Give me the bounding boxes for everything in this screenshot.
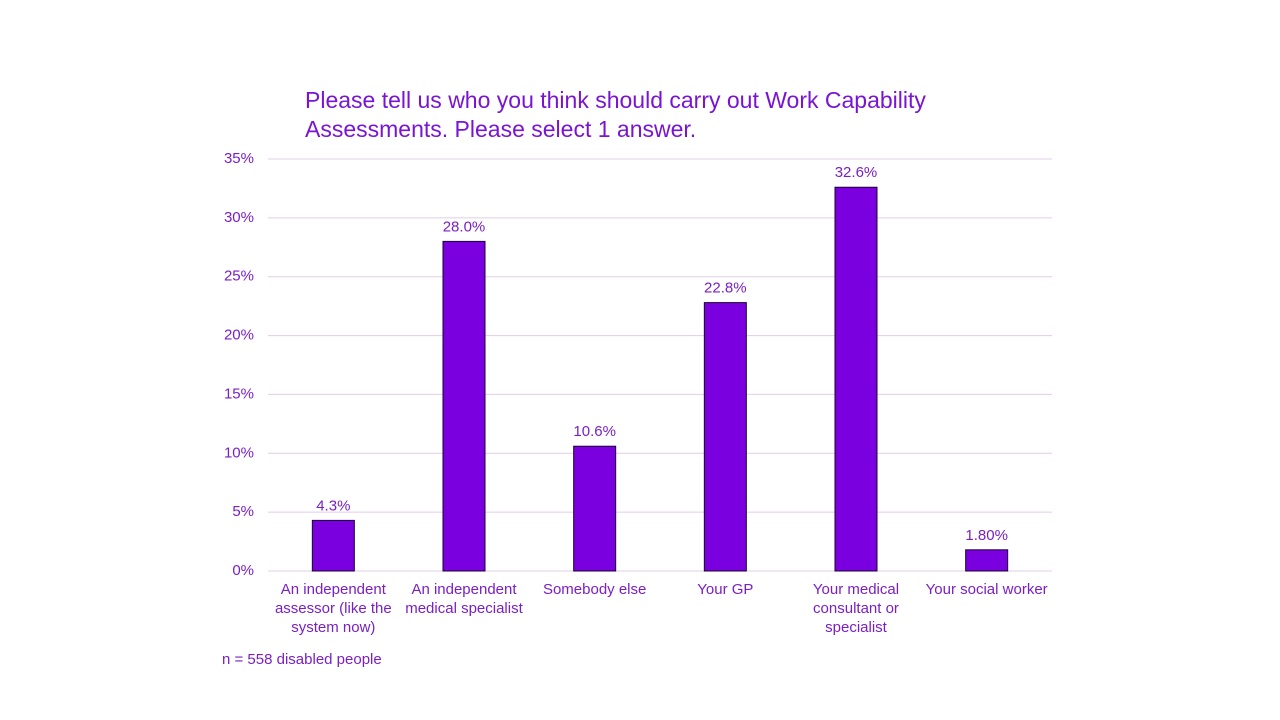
bar [965, 549, 1009, 572]
bar [311, 519, 355, 572]
x-tick-label: An independent medical specialist [405, 581, 523, 617]
annotation: n = 558 disabled people [222, 651, 382, 668]
bar [703, 302, 747, 572]
data-label: 28.0% [443, 218, 486, 235]
x-tick-label: Somebody else [542, 581, 647, 598]
y-tick-label: 10% [224, 444, 254, 461]
y-tick-label: 30% [224, 209, 254, 226]
x-tick-label: Your social worker [925, 581, 1048, 598]
bar [573, 445, 617, 572]
data-label: 1.80% [965, 527, 1008, 544]
data-label: 22.8% [704, 280, 747, 297]
y-tick-label: 35% [224, 150, 254, 167]
y-tick-label: 5% [232, 503, 254, 520]
y-tick-label: 0% [232, 562, 254, 579]
x-tick-label: An independent assessor (like the system… [274, 581, 392, 636]
y-tick-label: 20% [224, 327, 254, 344]
data-label: 32.6% [835, 164, 878, 181]
x-tick-label: Your medical consultant or specialist [812, 581, 900, 636]
bar [834, 186, 878, 572]
x-tick-label: Your GP [697, 581, 754, 598]
chart-title: Please tell us who you think should carr… [305, 87, 926, 142]
data-label: 4.3% [316, 497, 350, 514]
y-tick-label: 15% [224, 385, 254, 402]
bar [442, 240, 486, 572]
data-label: 10.6% [573, 423, 616, 440]
y-tick-label: 25% [224, 268, 254, 285]
